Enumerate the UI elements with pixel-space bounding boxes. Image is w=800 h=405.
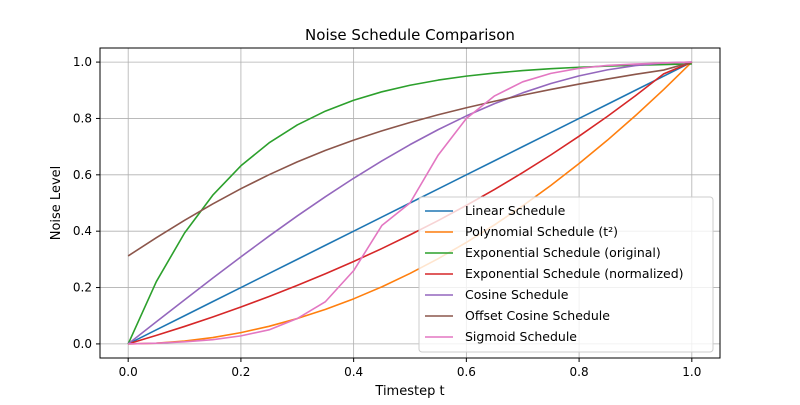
legend-box [418,196,714,353]
series-line [127,61,693,345]
x-tick-label: 0.2 [231,365,250,379]
series-lines [127,61,693,345]
series-line [127,61,693,257]
y-axis-label: Noise Level [49,166,64,241]
plot-frame [99,47,721,359]
legend-entries: Linear Schedule Polynomial Schedule (t²) E… [425,203,684,344]
y-tick-label: 0.6 [73,168,92,182]
legend-label: Exponential Schedule (original) [465,245,661,260]
x-tick-label: 0.0 [119,365,138,379]
x-axis-label: Timestep t [374,384,444,399]
legend-label: Sigmoid Schedule [465,329,577,344]
x-tick-label: 0.8 [570,365,589,379]
series-line [127,61,692,345]
legend: Linear Schedule Polynomial Schedule (t²) E… [418,196,714,353]
y-tick-label: 0.2 [73,281,92,295]
legend-label: Offset Cosine Schedule [465,308,610,323]
legend-label: Linear Schedule [465,203,566,218]
legend-label: Polynomial Schedule (t²) [465,224,618,239]
legend-label: Exponential Schedule (normalized) [465,266,684,281]
x-tick-label: 1.0 [682,365,701,379]
chart-title: Noise Schedule Comparison [305,26,515,44]
x-tick-label: 0.6 [457,365,476,379]
series-line [128,61,693,345]
y-tick-label: 1.0 [73,55,92,69]
y-tick-label: 0.4 [73,224,92,238]
legend-label: Cosine Schedule [465,287,569,302]
y-tick-label: 0.8 [73,111,92,125]
series-line [128,61,692,345]
x-tick-label: 0.4 [344,365,363,379]
y-tick-label: 0.0 [73,337,92,351]
axis-ticks: 0.0 0.2 0.4 0.6 0.8 1.0 0.0 0.2 0.4 0.6 0.8 1.0 [73,55,701,379]
